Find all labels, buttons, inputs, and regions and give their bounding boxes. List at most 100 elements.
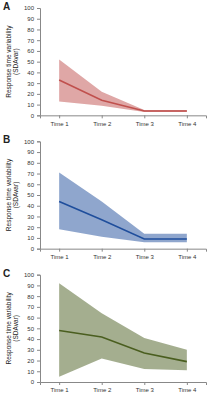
x-tick-mark bbox=[144, 249, 145, 252]
y-tick-mark bbox=[37, 29, 40, 30]
x-tick: Time 1 bbox=[51, 115, 70, 126]
axis-line bbox=[37, 142, 41, 249]
panel: CResponse time variability(SDAvar)010203… bbox=[3, 268, 207, 394]
y-tick: 30 bbox=[27, 214, 40, 220]
y-tick-mark bbox=[37, 62, 40, 63]
y-tick: 60 bbox=[27, 315, 40, 321]
x-tick: Time 4 bbox=[178, 115, 197, 126]
y-tick-label: 100 bbox=[24, 5, 35, 11]
y-tick-mark bbox=[37, 361, 40, 362]
y-tick-label: 0 bbox=[31, 379, 35, 385]
x-tick-mark bbox=[102, 249, 103, 252]
y-tick: 100 bbox=[24, 139, 40, 145]
y-tick-mark bbox=[37, 249, 40, 250]
y-tick-mark bbox=[37, 19, 40, 20]
y-tick-label: 40 bbox=[27, 203, 34, 209]
y-tick: 60 bbox=[27, 182, 40, 188]
y-tick-mark bbox=[37, 163, 40, 164]
y-tick-label: 10 bbox=[27, 102, 34, 108]
x-tick: Time 2 bbox=[93, 249, 112, 260]
y-tick-label: 30 bbox=[27, 214, 34, 220]
x-tick-label: Time 2 bbox=[93, 254, 112, 260]
y-tick-label: 70 bbox=[27, 171, 34, 177]
plot: 0102030405060708090100Time 1Time 2Time 3… bbox=[24, 139, 207, 260]
y-axis: 0102030405060708090100 bbox=[24, 139, 41, 252]
y-tick: 70 bbox=[27, 304, 40, 310]
marks bbox=[59, 172, 187, 242]
y-tick-mark bbox=[37, 94, 40, 95]
y-tick-mark bbox=[37, 339, 40, 340]
marks bbox=[59, 283, 187, 376]
mean-line bbox=[59, 330, 187, 361]
plot: 0102030405060708090100Time 1Time 2Time 3… bbox=[24, 5, 207, 126]
y-tick-label: 40 bbox=[27, 70, 34, 76]
panel-label: C bbox=[3, 268, 10, 279]
y-tick-mark bbox=[37, 206, 40, 207]
figure: AResponse time variability(SDAvar)010203… bbox=[0, 0, 216, 400]
y-tick-label: 80 bbox=[27, 160, 34, 166]
y-tick-label: 60 bbox=[27, 48, 34, 54]
y-tick-label: 50 bbox=[27, 59, 34, 65]
x-tick-label: Time 4 bbox=[178, 121, 197, 127]
y-tick-label: 20 bbox=[27, 91, 34, 97]
x-tick-mark bbox=[144, 382, 145, 385]
y-tick: 50 bbox=[27, 59, 40, 65]
x-tick: Time 2 bbox=[93, 115, 112, 126]
y-tick: 50 bbox=[27, 326, 40, 332]
x-axis: Time 1Time 2Time 3Time 4 bbox=[41, 382, 207, 393]
y-tick-label: 40 bbox=[27, 336, 34, 342]
panel-label: B bbox=[3, 134, 10, 145]
x-axis: Time 1Time 2Time 3Time 4 bbox=[41, 249, 207, 260]
x-tick-mark bbox=[102, 115, 103, 118]
y-tick-mark bbox=[37, 371, 40, 372]
y-tick-mark bbox=[37, 296, 40, 297]
x-tick: Time 3 bbox=[136, 115, 155, 126]
y-tick-label: 0 bbox=[31, 246, 35, 252]
y-tick-label: 80 bbox=[27, 27, 34, 33]
y-tick-mark bbox=[37, 40, 40, 41]
x-tick-mark bbox=[187, 249, 188, 252]
y-axis-title: (SDAvar) bbox=[12, 48, 20, 75]
y-tick: 30 bbox=[27, 347, 40, 353]
y-tick-mark bbox=[37, 382, 40, 383]
y-tick-label: 10 bbox=[27, 369, 34, 375]
x-tick-mark bbox=[144, 115, 145, 118]
y-tick-label: 60 bbox=[27, 315, 34, 321]
x-tick-label: Time 3 bbox=[136, 254, 155, 260]
x-tick-label: Time 4 bbox=[178, 387, 197, 393]
y-tick-label: 20 bbox=[27, 358, 34, 364]
y-tick-mark bbox=[37, 115, 40, 116]
y-tick-label: 50 bbox=[27, 326, 34, 332]
x-tick-label: Time 1 bbox=[51, 254, 70, 260]
y-tick-label: 0 bbox=[31, 113, 35, 119]
y-tick-label: 60 bbox=[27, 182, 34, 188]
x-tick-label: Time 1 bbox=[51, 387, 70, 393]
y-tick-mark bbox=[37, 238, 40, 239]
axis-line bbox=[37, 275, 41, 382]
y-tick-label: 100 bbox=[24, 272, 35, 278]
axis-line bbox=[41, 249, 207, 252]
y-tick: 90 bbox=[27, 283, 40, 289]
x-tick: Time 4 bbox=[178, 382, 197, 393]
y-tick-label: 100 bbox=[24, 139, 35, 145]
y-axis-title: (SDAvar) bbox=[12, 315, 20, 342]
y-tick: 80 bbox=[27, 27, 40, 33]
x-tick-mark bbox=[59, 382, 60, 385]
y-tick: 10 bbox=[27, 235, 40, 241]
axis-line bbox=[37, 9, 41, 116]
y-tick-label: 50 bbox=[27, 192, 34, 198]
y-tick-label: 30 bbox=[27, 347, 34, 353]
y-axis: 0102030405060708090100 bbox=[24, 5, 41, 118]
y-tick-label: 90 bbox=[27, 283, 34, 289]
panel-label: A bbox=[3, 1, 10, 12]
mean-line bbox=[59, 80, 187, 111]
y-tick-mark bbox=[37, 152, 40, 153]
y-tick-mark bbox=[37, 318, 40, 319]
y-tick-mark bbox=[37, 307, 40, 308]
y-tick: 0 bbox=[31, 113, 40, 119]
x-tick-label: Time 3 bbox=[136, 121, 155, 127]
y-tick: 40 bbox=[27, 336, 40, 342]
y-tick-label: 80 bbox=[27, 294, 34, 300]
range-band bbox=[59, 172, 187, 242]
y-tick-mark bbox=[37, 8, 40, 9]
